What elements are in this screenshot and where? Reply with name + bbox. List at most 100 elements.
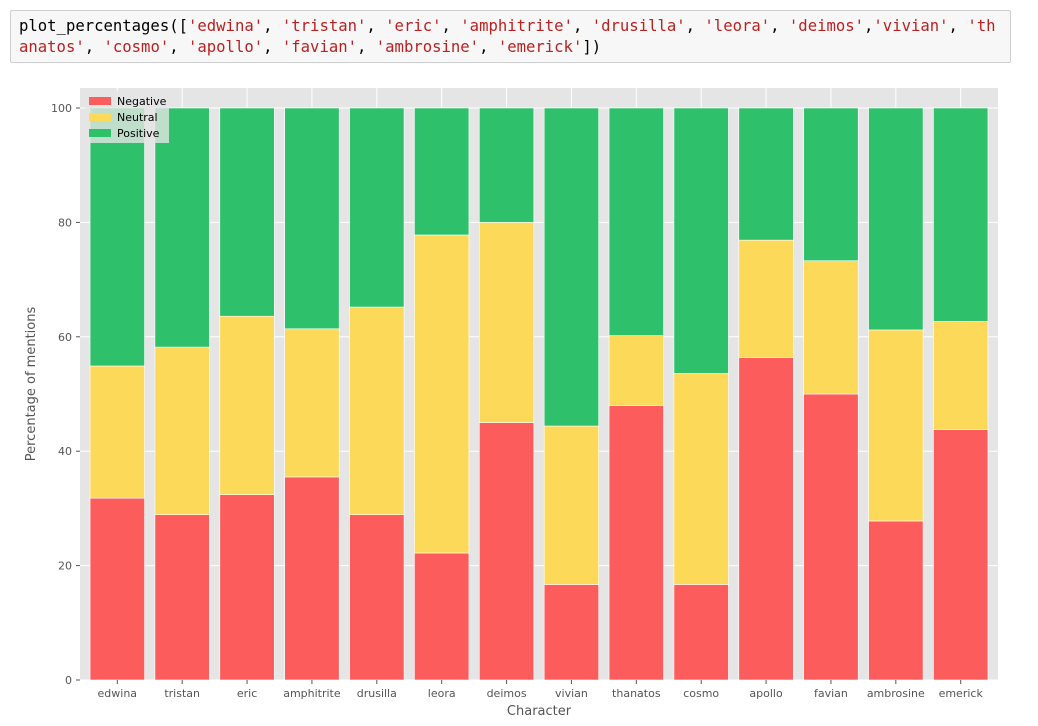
bar-segment-positive-amphitrite [284,107,340,330]
legend: Negative Neutral Positive [85,91,169,143]
bar-segment-negative-leora [414,552,470,681]
bar-segment-positive-edwina [89,107,145,367]
code-arg: 'ambrosine' [375,38,480,56]
bar-segment-neutral-deimos [479,222,535,423]
code-close-paren: ]) [582,38,602,56]
bar-segment-neutral-ambrosine [868,329,924,522]
code-arg-separator: , [169,38,188,56]
bar-segment-neutral-amphitrite [284,328,340,478]
stacked-bar-chart: 0 20 40 60 80 100 edwina tristan eric amphitrite d… [24,88,998,719]
legend-swatch-negative [89,97,111,105]
code-arg-separator: , [864,17,874,35]
x-axis-title: Character [507,704,572,719]
code-arg-separator: , [84,38,104,56]
bar-segment-positive-deimos [479,107,535,223]
legend-label-neutral: Neutral [117,111,158,124]
bar-segment-positive-thanatos [608,107,664,336]
bar-segment-negative-drusilla [349,514,405,681]
bar-segment-negative-thanatos [608,405,664,681]
x-tick-label-apollo: apollo [749,687,783,700]
bar-segment-neutral-cosmo [673,373,729,585]
code-arg: 'cosmo' [103,38,170,56]
bar-segment-positive-cosmo [673,107,729,374]
x-tick-label-edwina: edwina [98,687,138,700]
x-tick-label-tristan: tristan [164,687,200,700]
bar-segment-neutral-thanatos [608,335,664,406]
code-arg: 'leora' [704,17,771,35]
axes: 0 20 40 60 80 100 edwina tristan eric amphitrite d… [51,102,983,700]
code-arg: 'eric' [385,17,442,35]
bar-segment-neutral-apollo [738,239,794,358]
bar-segment-negative-tristan [154,514,210,681]
code-arg-separator: , [770,17,789,35]
code-arguments: 'edwina', 'tristan', 'eric', 'amphitrite… [19,17,995,56]
code-function-name: plot_percentages [19,17,170,35]
bars [89,107,989,681]
bar-segment-positive-tristan [154,107,210,348]
bar-segment-negative-vivian [543,584,599,681]
y-tick-label: 100 [51,102,72,115]
x-tick-label-drusilla: drusilla [357,687,397,700]
code-arg: 'favian' [281,38,357,56]
y-tick-label: 20 [58,560,72,573]
code-arg: 'edwina' [188,17,264,35]
bar-segment-negative-apollo [738,357,794,681]
x-tick-label-ambrosine: ambrosine [867,687,925,700]
bar-segment-negative-ambrosine [868,520,924,681]
y-tick-label: 60 [58,331,72,344]
bar-segment-negative-cosmo [673,584,729,681]
x-tick-label-vivian: vivian [555,687,588,700]
code-arg-separator: , [572,17,592,35]
y-axis-title: Percentage of mentions [24,307,39,462]
bar-segment-positive-eric [219,107,275,317]
code-arg: 'amphitrite' [460,17,573,35]
bar-segment-neutral-emerick [933,321,989,430]
y-tick-label: 0 [65,674,72,687]
x-tick-label-thanatos: thanatos [612,687,661,700]
x-tick-label-amphitrite: amphitrite [283,687,341,700]
bar-segment-positive-leora [414,107,470,236]
code-cell[interactable]: plot_percentages(['edwina', 'tristan', '… [10,10,1011,63]
x-tick-label-emerick: emerick [939,687,984,700]
bar-segment-negative-emerick [933,429,989,681]
legend-swatch-positive [89,129,111,137]
code-arg: 'apollo' [188,38,264,56]
code-arg-separator: , [263,38,282,56]
bar-segment-positive-drusilla [349,107,405,308]
bar-segment-neutral-tristan [154,346,210,515]
x-tick-label-eric: eric [237,687,257,700]
bar-segment-positive-favian [803,107,859,262]
bar-segment-negative-deimos [479,422,535,681]
legend-swatch-neutral [89,113,111,121]
code-arg-separator: , [366,17,386,35]
bar-segment-positive-emerick [933,107,989,322]
code-arg: 'tristan' [281,17,367,35]
code-open-paren: ([ [169,17,188,35]
code-arg: 'thanatos' [19,17,996,56]
code-arg-separator: , [479,38,498,56]
legend-label-positive: Positive [117,127,160,140]
code-arg-separator: , [357,38,376,56]
bar-segment-negative-eric [219,494,275,681]
x-tick-label-deimos: deimos [487,687,527,700]
bar-segment-neutral-eric [219,315,275,495]
bar-segment-neutral-edwina [89,365,145,499]
plot-background [80,88,998,680]
bar-segment-neutral-vivian [543,425,599,585]
code-arg: 'deimos' [788,17,865,35]
legend-label-negative: Negative [117,95,167,108]
bar-segment-neutral-favian [803,260,859,395]
code-arg: 'drusilla' [591,17,686,35]
code-arg-separator: , [441,17,461,35]
bar-segment-negative-amphitrite [284,476,340,681]
bar-segment-positive-apollo [738,107,794,241]
y-tick-label: 80 [58,216,72,229]
x-tick-label-leora: leora [428,687,456,700]
bar-segment-negative-edwina [89,497,145,681]
bar-segment-neutral-leora [414,234,470,554]
bar-segment-positive-ambrosine [868,107,924,331]
bar-segment-positive-vivian [543,107,599,427]
y-tick-label: 40 [58,445,72,458]
bar-segment-negative-favian [803,393,859,681]
x-tick-label-cosmo: cosmo [683,687,719,700]
